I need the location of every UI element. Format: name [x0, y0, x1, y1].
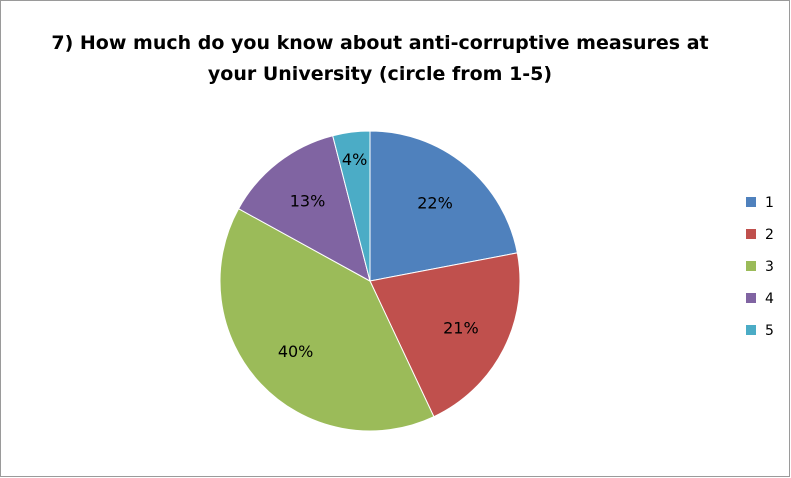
legend-label-5: 5	[765, 323, 774, 339]
slice-label-1: 22%	[417, 193, 453, 212]
chart-title: 7) How much do you know about anti-corru…	[0, 28, 760, 90]
slice-label-5: 4%	[342, 150, 367, 169]
legend-swatch-2	[746, 229, 756, 239]
pie-slice-5	[332, 130, 371, 282]
legend-swatch-5	[746, 325, 756, 335]
legend-label-4: 4	[765, 291, 774, 307]
pie-slice-2	[369, 252, 521, 418]
pie-slice-1	[369, 130, 518, 282]
slice-label-2: 21%	[443, 318, 479, 337]
chart-title-line-2: your University (circle from 1-5)	[207, 63, 553, 85]
chart-title-line-1: 7) How much do you know about anti-corru…	[51, 32, 709, 54]
legend-label-2: 2	[765, 227, 774, 243]
slice-label-3: 40%	[278, 342, 314, 361]
legend-swatch-1	[746, 197, 756, 207]
legend-label-1: 1	[765, 195, 774, 211]
pie-slice-4	[237, 135, 371, 282]
pie-slice-3	[219, 208, 435, 432]
legend-swatch-4	[746, 293, 756, 303]
legend-label-3: 3	[765, 259, 774, 275]
slice-label-4: 13%	[290, 191, 326, 210]
legend-swatch-3	[746, 261, 756, 271]
